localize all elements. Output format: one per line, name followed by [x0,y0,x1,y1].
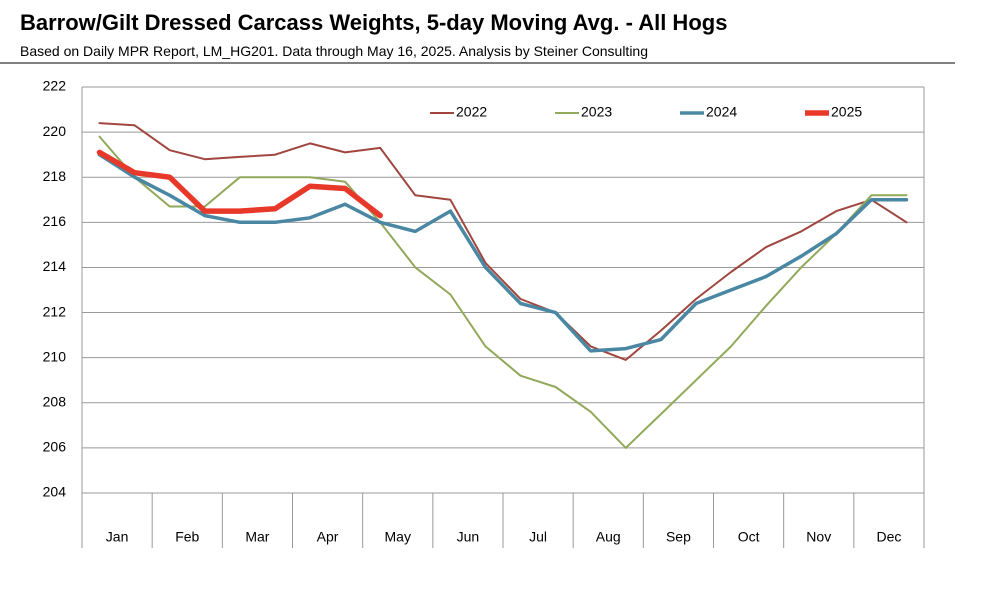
y-tick-label: 206 [43,439,67,455]
legend-label: 2024 [706,104,737,120]
legend-label: 2025 [831,104,862,120]
y-tick-label: 204 [43,484,67,500]
y-tick-label: 216 [43,213,67,229]
y-tick-label: 222 [43,78,67,94]
y-tick-label: 218 [43,168,67,184]
series-line [97,152,909,353]
x-tick-label: Nov [806,529,831,545]
y-tick-label: 220 [43,123,67,139]
x-tick-label: Jun [457,529,480,545]
x-tick-label: Jul [529,529,547,545]
x-tick-label: Oct [738,529,760,545]
y-tick-label: 210 [43,348,67,364]
chart-subtitle: Based on Daily MPR Report, LM_HG201. Dat… [20,43,648,59]
x-tick-label: Apr [317,529,339,545]
x-tick-label: Mar [245,529,269,545]
y-tick-label: 208 [43,393,67,409]
x-tick-label: May [385,529,411,545]
x-tick-label: Aug [596,529,621,545]
x-tick-label: Jan [106,529,129,545]
x-tick-label: Sep [666,529,691,545]
series-line [98,135,908,449]
y-tick-label: 214 [43,258,67,274]
x-tick-label: Feb [175,529,199,545]
legend-label: 2023 [581,104,612,120]
chart-title: Barrow/Gilt Dressed Carcass Weights, 5-d… [20,10,727,35]
legend-label: 2022 [456,104,487,120]
y-tick-label: 212 [43,303,67,319]
series-line [96,149,383,219]
series-line [98,122,908,361]
x-tick-label: Dec [876,529,901,545]
